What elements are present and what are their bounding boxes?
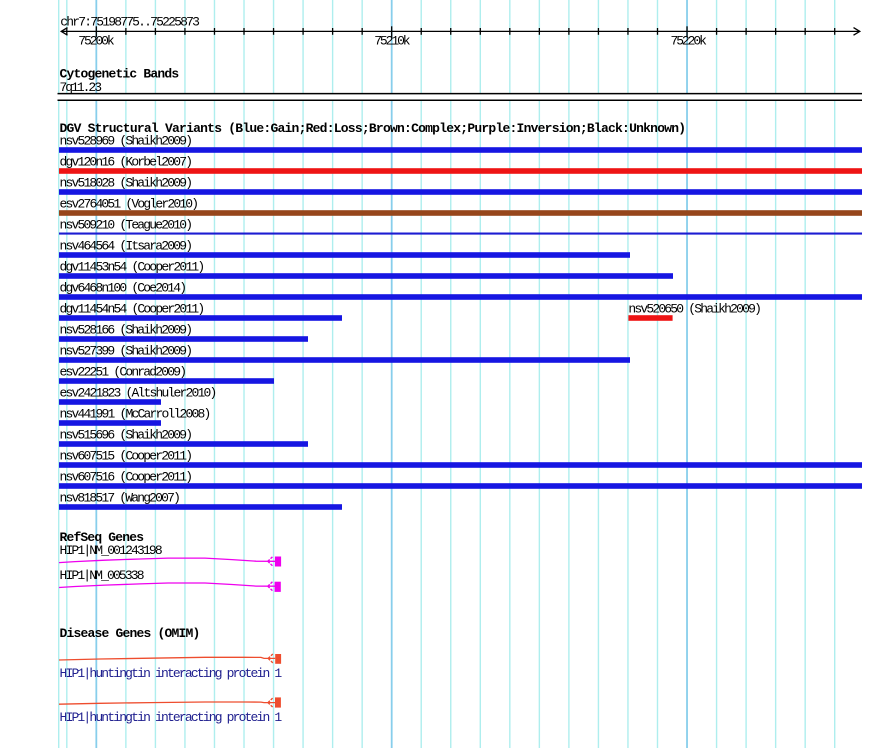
svg-text:HIP1|NM_005338: HIP1|NM_005338 bbox=[60, 568, 145, 583]
svg-text:nsv818517 (Wang2007): nsv818517 (Wang2007) bbox=[60, 490, 181, 505]
svg-text:nsv464564 (Itsara2009): nsv464564 (Itsara2009) bbox=[60, 238, 194, 253]
svg-text:nsv527399 (Shaikh2009): nsv527399 (Shaikh2009) bbox=[60, 343, 194, 358]
svg-text:HIP1|NM_001243198: HIP1|NM_001243198 bbox=[60, 543, 163, 558]
svg-text:dgv11453n54 (Cooper2011): dgv11453n54 (Cooper2011) bbox=[60, 259, 206, 274]
svg-text:dgv6468n100 (Coe2014): dgv6468n100 (Coe2014) bbox=[60, 280, 188, 295]
svg-text:esv22251 (Conrad2009): esv22251 (Conrad2009) bbox=[60, 364, 188, 379]
svg-text:75220k: 75220k bbox=[671, 33, 708, 48]
svg-text:nsv607516 (Cooper2011): nsv607516 (Cooper2011) bbox=[60, 469, 194, 484]
svg-text:nsv441991 (McCarroll2008): nsv441991 (McCarroll2008) bbox=[60, 406, 212, 421]
svg-text:dgv11454n54 (Cooper2011): dgv11454n54 (Cooper2011) bbox=[60, 301, 206, 316]
svg-text:Cytogenetic Bands: Cytogenetic Bands bbox=[60, 66, 180, 81]
svg-text:nsv528969 (Shaikh2009): nsv528969 (Shaikh2009) bbox=[60, 133, 194, 148]
svg-text:HIP1|huntingtin interacting pr: HIP1|huntingtin interacting protein 1 bbox=[60, 666, 283, 681]
svg-text:nsv607515 (Cooper2011): nsv607515 (Cooper2011) bbox=[60, 448, 194, 463]
svg-text:esv2421823 (Altshuler2010): esv2421823 (Altshuler2010) bbox=[60, 385, 218, 400]
svg-text:HIP1|huntingtin interacting pr: HIP1|huntingtin interacting protein 1 bbox=[60, 710, 283, 725]
svg-text:esv2764051 (Vogler2010): esv2764051 (Vogler2010) bbox=[60, 196, 200, 211]
svg-text:chr7:75198775..75225873: chr7:75198775..75225873 bbox=[60, 14, 200, 29]
svg-text:nsv518028 (Shaikh2009): nsv518028 (Shaikh2009) bbox=[60, 175, 194, 190]
svg-text:nsv515696 (Shaikh2009): nsv515696 (Shaikh2009) bbox=[60, 427, 194, 442]
svg-text:DGV Structural Variants (Blue:: DGV Structural Variants (Blue:Gain;Red:L… bbox=[60, 121, 687, 136]
svg-text:nsv509210 (Teague2010): nsv509210 (Teague2010) bbox=[60, 217, 194, 232]
svg-text:RefSeq Genes: RefSeq Genes bbox=[60, 530, 145, 545]
svg-text:75200k: 75200k bbox=[78, 33, 115, 48]
svg-text:nsv520650 (Shaikh2009): nsv520650 (Shaikh2009) bbox=[628, 301, 762, 316]
svg-text:Disease Genes (OMIM): Disease Genes (OMIM) bbox=[60, 626, 201, 641]
svg-text:75210k: 75210k bbox=[374, 33, 411, 48]
svg-text:nsv528166 (Shaikh2009): nsv528166 (Shaikh2009) bbox=[60, 322, 194, 337]
svg-text:7q11.23: 7q11.23 bbox=[60, 80, 103, 95]
svg-text:dgv120n16 (Korbel2007): dgv120n16 (Korbel2007) bbox=[60, 154, 194, 169]
